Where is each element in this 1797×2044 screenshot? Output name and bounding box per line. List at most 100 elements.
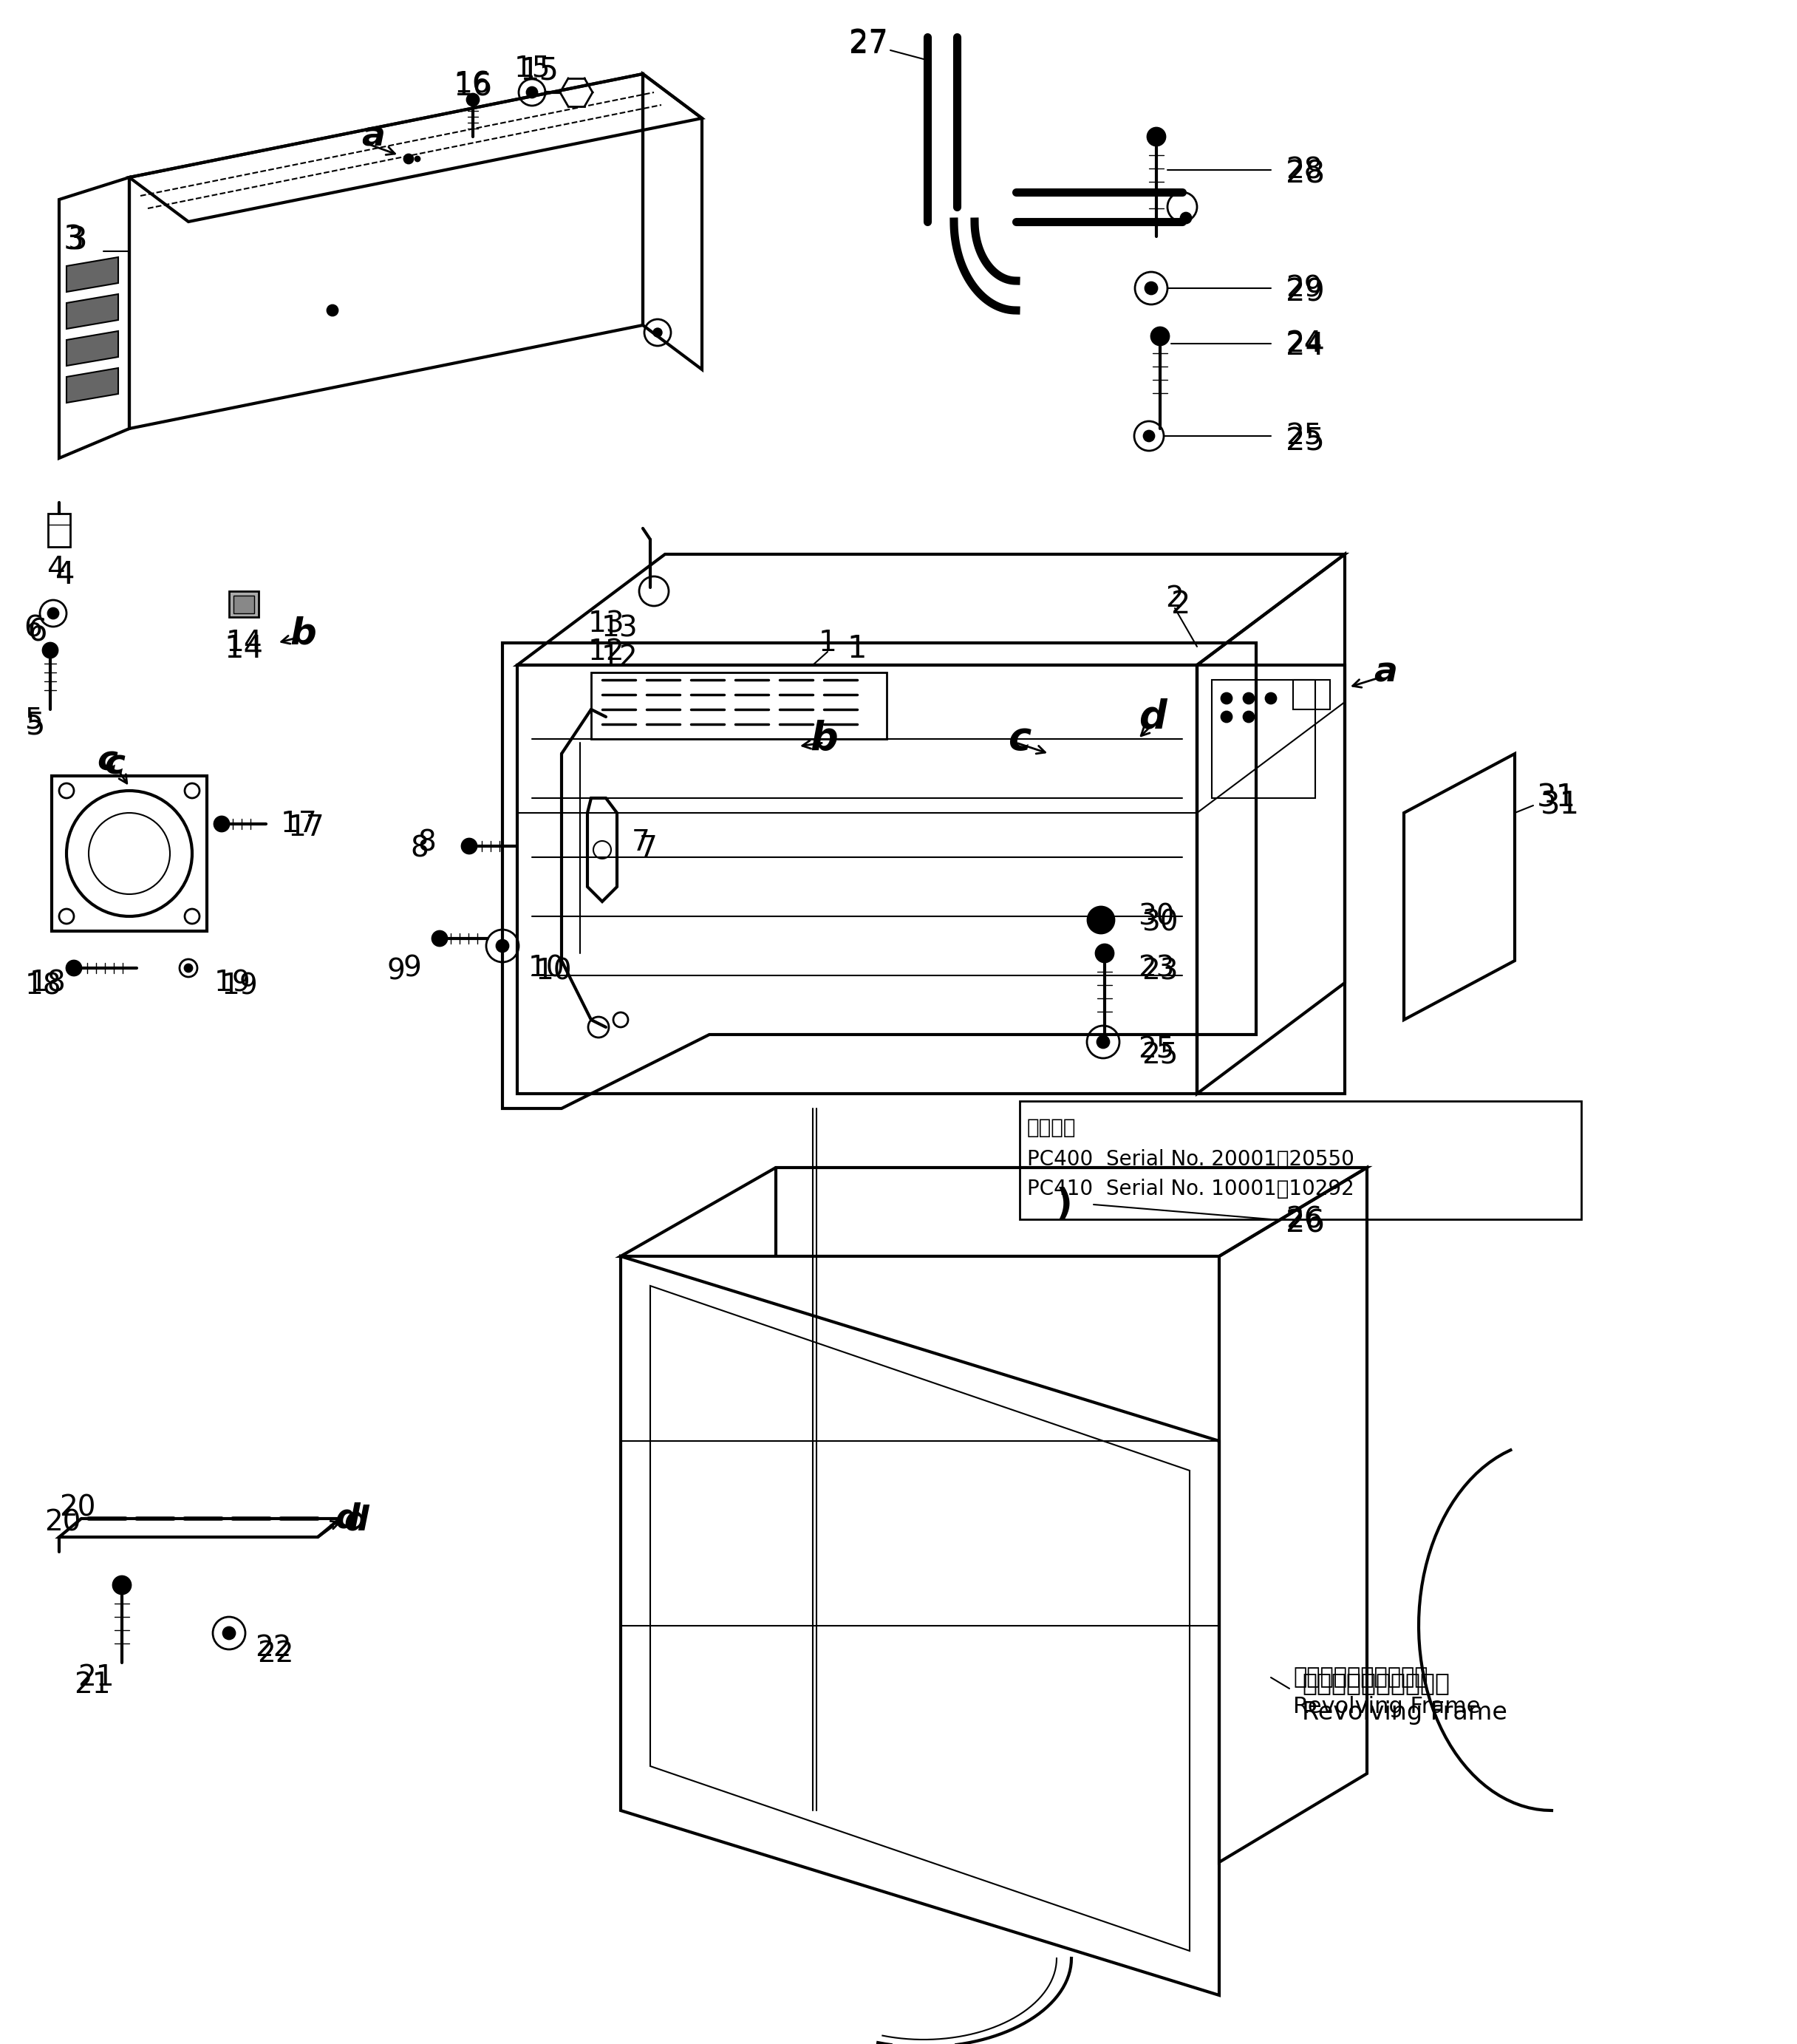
Text: 20: 20 xyxy=(45,1508,81,1537)
Text: 16: 16 xyxy=(455,72,491,98)
Text: c: c xyxy=(104,748,124,781)
Text: 22: 22 xyxy=(257,1639,293,1668)
Circle shape xyxy=(1181,213,1191,223)
Text: ): ) xyxy=(1055,1188,1073,1222)
Text: 4: 4 xyxy=(56,560,75,591)
Text: 30: 30 xyxy=(1138,901,1175,930)
Polygon shape xyxy=(234,595,253,613)
Text: 26: 26 xyxy=(1285,1208,1324,1239)
Text: 25: 25 xyxy=(1141,1040,1179,1069)
Text: 12: 12 xyxy=(600,644,638,672)
Text: 24: 24 xyxy=(1285,329,1323,358)
Text: 2: 2 xyxy=(1166,585,1184,613)
Text: 8: 8 xyxy=(410,834,428,863)
Circle shape xyxy=(467,94,478,106)
Text: 6: 6 xyxy=(23,613,43,642)
Circle shape xyxy=(1087,908,1114,934)
Text: 10: 10 xyxy=(528,955,564,981)
Text: 21: 21 xyxy=(74,1670,111,1699)
Text: 31: 31 xyxy=(1536,783,1576,814)
Text: 1: 1 xyxy=(848,634,866,664)
Text: 23: 23 xyxy=(1141,959,1179,985)
Polygon shape xyxy=(228,591,259,617)
Text: 30: 30 xyxy=(1141,908,1179,936)
Polygon shape xyxy=(66,368,119,403)
Text: b: b xyxy=(810,719,837,758)
Text: PC410  Serial No. 10001～10292: PC410 Serial No. 10001～10292 xyxy=(1028,1179,1355,1200)
Circle shape xyxy=(1152,327,1168,345)
Circle shape xyxy=(527,88,537,98)
Text: c: c xyxy=(97,744,117,779)
Text: 3: 3 xyxy=(63,225,84,256)
Circle shape xyxy=(223,1627,235,1639)
Polygon shape xyxy=(66,294,119,329)
Text: 29: 29 xyxy=(1285,276,1324,307)
Text: 18: 18 xyxy=(31,969,66,997)
Circle shape xyxy=(1244,711,1254,722)
Text: 16: 16 xyxy=(453,72,492,102)
Text: 15: 15 xyxy=(514,53,550,82)
Bar xyxy=(1019,1102,1581,1220)
Text: 14: 14 xyxy=(225,630,262,656)
Text: PC400  Serial No. 20001～20550: PC400 Serial No. 20001～20550 xyxy=(1028,1149,1355,1169)
Text: レボルビングフレーム: レボルビングフレーム xyxy=(1294,1666,1429,1688)
Text: 27: 27 xyxy=(848,29,888,59)
Text: 4: 4 xyxy=(47,556,65,583)
Text: 25: 25 xyxy=(1138,1036,1175,1063)
Text: 25: 25 xyxy=(1285,427,1324,458)
Text: 20: 20 xyxy=(59,1494,95,1521)
Text: d: d xyxy=(343,1504,368,1537)
Circle shape xyxy=(1244,693,1254,703)
Text: 17: 17 xyxy=(280,809,318,838)
Circle shape xyxy=(113,1576,131,1594)
Text: 5: 5 xyxy=(25,709,45,742)
Text: 9: 9 xyxy=(403,955,422,981)
Text: a: a xyxy=(1373,656,1398,689)
Text: 7: 7 xyxy=(633,828,651,856)
Polygon shape xyxy=(66,331,119,366)
Text: 17: 17 xyxy=(288,814,325,842)
Text: 28: 28 xyxy=(1285,157,1324,190)
Text: 19: 19 xyxy=(221,973,259,1002)
Text: 7: 7 xyxy=(640,834,658,863)
Circle shape xyxy=(66,961,81,975)
Circle shape xyxy=(1098,1036,1109,1049)
Text: 3: 3 xyxy=(68,225,88,256)
Text: 13: 13 xyxy=(600,613,638,642)
Circle shape xyxy=(1096,944,1114,963)
Circle shape xyxy=(462,838,476,854)
Circle shape xyxy=(1145,431,1154,442)
Text: 15: 15 xyxy=(519,55,559,86)
Text: 27: 27 xyxy=(848,27,888,59)
Circle shape xyxy=(1265,693,1276,703)
Text: 8: 8 xyxy=(417,828,437,856)
Text: d: d xyxy=(334,1502,359,1535)
Circle shape xyxy=(1145,282,1157,294)
Text: c: c xyxy=(1008,719,1031,758)
Text: レボルビングフレーム: レボルビングフレーム xyxy=(1303,1672,1450,1697)
Text: 9: 9 xyxy=(386,959,404,985)
Text: 24: 24 xyxy=(1285,331,1324,362)
Circle shape xyxy=(404,155,413,164)
Text: 1: 1 xyxy=(818,630,837,656)
Circle shape xyxy=(652,329,661,337)
Text: 25: 25 xyxy=(1285,421,1323,450)
Circle shape xyxy=(185,965,192,971)
Text: 5: 5 xyxy=(23,707,43,734)
Text: 26: 26 xyxy=(1285,1206,1323,1233)
Circle shape xyxy=(49,609,58,619)
Text: 6: 6 xyxy=(27,617,47,648)
Circle shape xyxy=(496,940,509,953)
Circle shape xyxy=(43,644,58,658)
Text: 18: 18 xyxy=(25,973,61,1002)
Text: 23: 23 xyxy=(1138,955,1175,981)
Text: 31: 31 xyxy=(1540,789,1580,822)
Polygon shape xyxy=(66,258,119,292)
Text: Revolving Frame: Revolving Frame xyxy=(1303,1701,1508,1725)
Circle shape xyxy=(1222,693,1231,703)
Text: 2: 2 xyxy=(1172,589,1190,619)
Text: Revolving Frame: Revolving Frame xyxy=(1294,1697,1481,1717)
Text: 29: 29 xyxy=(1285,274,1323,303)
Text: 22: 22 xyxy=(255,1633,291,1662)
Circle shape xyxy=(1222,711,1231,722)
